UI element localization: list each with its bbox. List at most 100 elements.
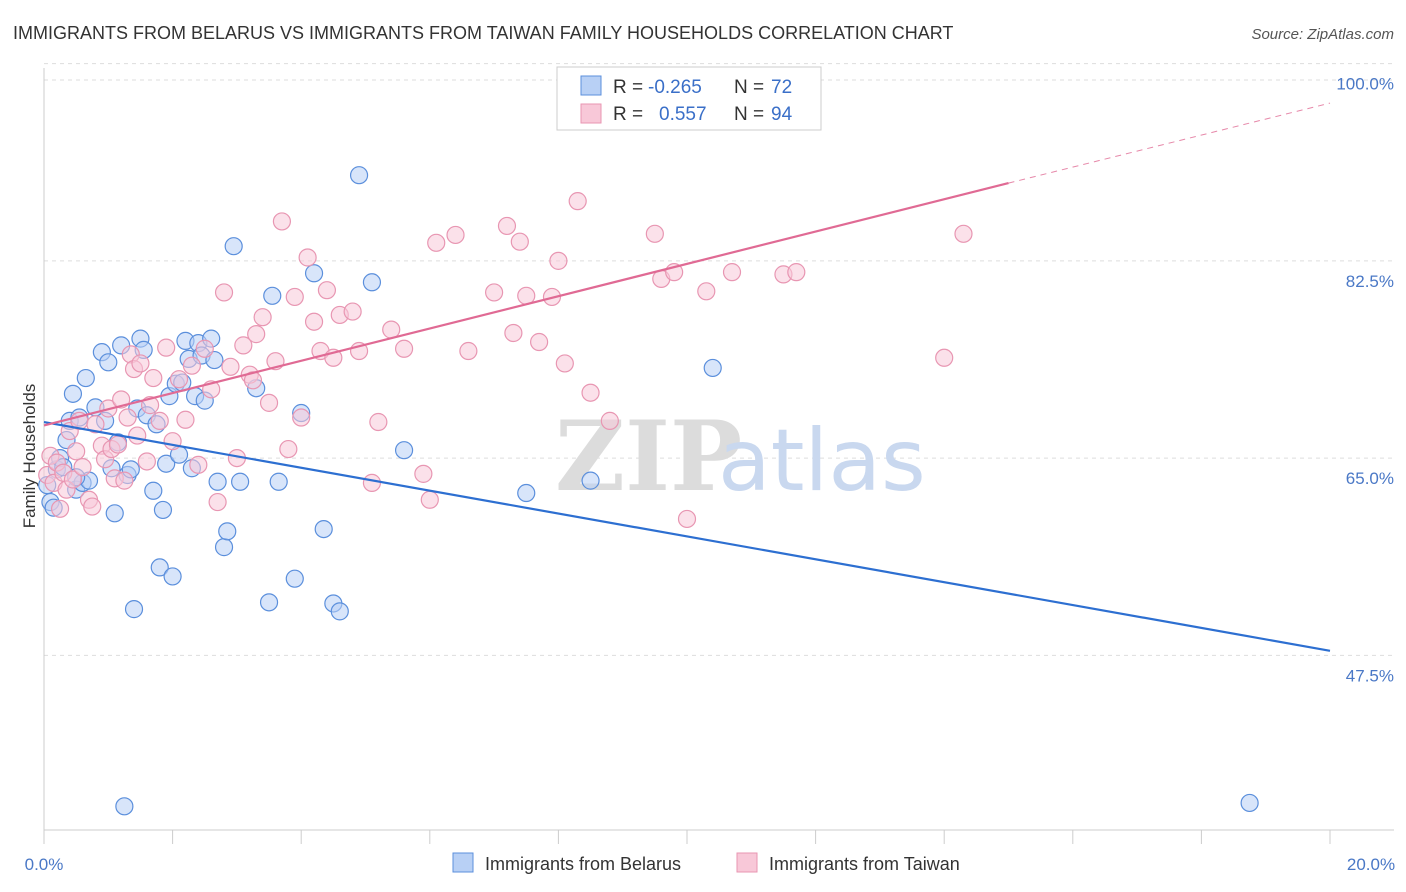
point-taiwan bbox=[189, 455, 208, 474]
y-tick-label: 65.0% bbox=[1346, 469, 1394, 488]
point-belarus bbox=[581, 471, 600, 490]
trend-line-belarus bbox=[43, 420, 1331, 652]
point-taiwan bbox=[259, 393, 279, 412]
point-taiwan bbox=[304, 312, 324, 331]
point-belarus bbox=[304, 264, 324, 283]
point-taiwan bbox=[221, 357, 240, 376]
point-taiwan bbox=[112, 390, 131, 409]
point-taiwan bbox=[555, 354, 574, 373]
point-belarus bbox=[263, 286, 282, 305]
y-tick-labels: 100.0% 82.5% 65.0% 47.5% bbox=[1336, 75, 1394, 686]
point-taiwan bbox=[787, 263, 806, 282]
point-taiwan bbox=[285, 287, 304, 307]
point-taiwan bbox=[677, 509, 697, 529]
point-taiwan bbox=[67, 442, 86, 461]
point-taiwan bbox=[369, 412, 388, 432]
point-taiwan bbox=[115, 471, 134, 490]
point-belarus bbox=[105, 504, 124, 523]
series-legend: Immigrants from Belarus Immigrants from … bbox=[452, 852, 960, 874]
chart-title: IMMIGRANTS FROM BELARUS VS IMMIGRANTS FR… bbox=[13, 23, 953, 43]
point-taiwan bbox=[292, 408, 311, 427]
point-taiwan bbox=[195, 339, 214, 358]
point-taiwan bbox=[208, 492, 227, 512]
point-taiwan bbox=[549, 251, 568, 270]
point-taiwan bbox=[169, 370, 189, 389]
point-taiwan bbox=[459, 341, 478, 361]
point-taiwan bbox=[697, 282, 716, 301]
point-taiwan bbox=[108, 435, 128, 454]
point-taiwan bbox=[137, 452, 156, 471]
legend-r-value-belarus: -0.265 bbox=[648, 77, 702, 98]
point-belarus bbox=[703, 358, 722, 378]
point-belarus bbox=[214, 538, 234, 557]
series-legend-label-taiwan: Immigrants from Taiwan bbox=[769, 854, 960, 874]
point-belarus bbox=[349, 166, 369, 185]
point-taiwan bbox=[63, 470, 83, 489]
point-belarus bbox=[115, 797, 134, 816]
point-taiwan bbox=[253, 308, 272, 327]
watermark: ZIP atlas bbox=[555, 400, 926, 513]
point-taiwan bbox=[150, 411, 169, 430]
point-belarus bbox=[231, 472, 250, 491]
point-taiwan bbox=[214, 283, 234, 302]
legend-n-label-taiwan: N = bbox=[734, 104, 764, 125]
point-taiwan bbox=[362, 473, 382, 492]
point-belarus bbox=[76, 368, 95, 388]
point-taiwan bbox=[510, 232, 529, 251]
point-taiwan bbox=[645, 224, 664, 243]
series-legend-swatch-taiwan bbox=[736, 852, 758, 873]
y-tick-label: 82.5% bbox=[1346, 272, 1394, 291]
point-belarus bbox=[517, 483, 536, 503]
point-taiwan bbox=[157, 338, 176, 357]
point-taiwan bbox=[247, 325, 266, 344]
point-belarus bbox=[1240, 793, 1259, 813]
point-belarus bbox=[394, 441, 414, 460]
legend-swatch-taiwan bbox=[580, 103, 602, 124]
point-taiwan bbox=[427, 233, 446, 252]
point-taiwan bbox=[420, 490, 439, 509]
point-taiwan bbox=[343, 302, 362, 321]
watermark-atlas: atlas bbox=[718, 411, 926, 511]
point-taiwan bbox=[485, 283, 504, 302]
point-belarus bbox=[157, 454, 176, 473]
point-taiwan bbox=[118, 408, 137, 427]
x-tick-label-max: 20.0% bbox=[1347, 855, 1395, 874]
point-taiwan bbox=[73, 458, 92, 477]
series-legend-swatch-belarus bbox=[452, 852, 474, 873]
series-legend-label-belarus: Immigrants from Belarus bbox=[485, 854, 681, 874]
point-taiwan bbox=[446, 225, 465, 245]
legend-n-value-belarus: 72 bbox=[771, 77, 792, 98]
legend-n-value-taiwan: 94 bbox=[771, 104, 793, 125]
point-taiwan bbox=[935, 348, 954, 367]
point-taiwan bbox=[600, 411, 619, 430]
legend-r-label-taiwan: R = bbox=[613, 104, 643, 125]
point-belarus bbox=[314, 519, 333, 539]
point-belarus bbox=[99, 353, 118, 372]
point-taiwan bbox=[581, 383, 600, 402]
point-taiwan bbox=[394, 339, 414, 358]
point-belarus bbox=[153, 500, 173, 520]
point-belarus bbox=[150, 558, 169, 577]
chart-source: Source: ZipAtlas.com bbox=[1251, 26, 1394, 43]
point-belarus bbox=[208, 472, 227, 491]
point-belarus bbox=[285, 569, 304, 588]
point-belarus bbox=[330, 602, 349, 621]
trend-line-taiwan-extension bbox=[1008, 102, 1331, 184]
y-tick-label: 47.5% bbox=[1346, 666, 1394, 685]
legend-r-label-belarus: R = bbox=[613, 77, 643, 98]
point-taiwan bbox=[568, 192, 587, 211]
point-taiwan bbox=[176, 410, 195, 429]
point-taiwan bbox=[234, 336, 253, 355]
point-belarus bbox=[362, 273, 382, 292]
x-tick-label-min: 0.0% bbox=[25, 855, 64, 874]
gridlines bbox=[44, 63, 1394, 656]
point-belarus bbox=[259, 593, 279, 612]
point-taiwan bbox=[504, 323, 523, 343]
point-taiwan bbox=[83, 497, 102, 516]
series-taiwan-points bbox=[38, 192, 973, 529]
y-tick-label: 100.0% bbox=[1336, 75, 1394, 94]
point-belarus bbox=[269, 472, 288, 491]
point-belarus bbox=[163, 567, 182, 586]
point-belarus bbox=[144, 481, 163, 500]
